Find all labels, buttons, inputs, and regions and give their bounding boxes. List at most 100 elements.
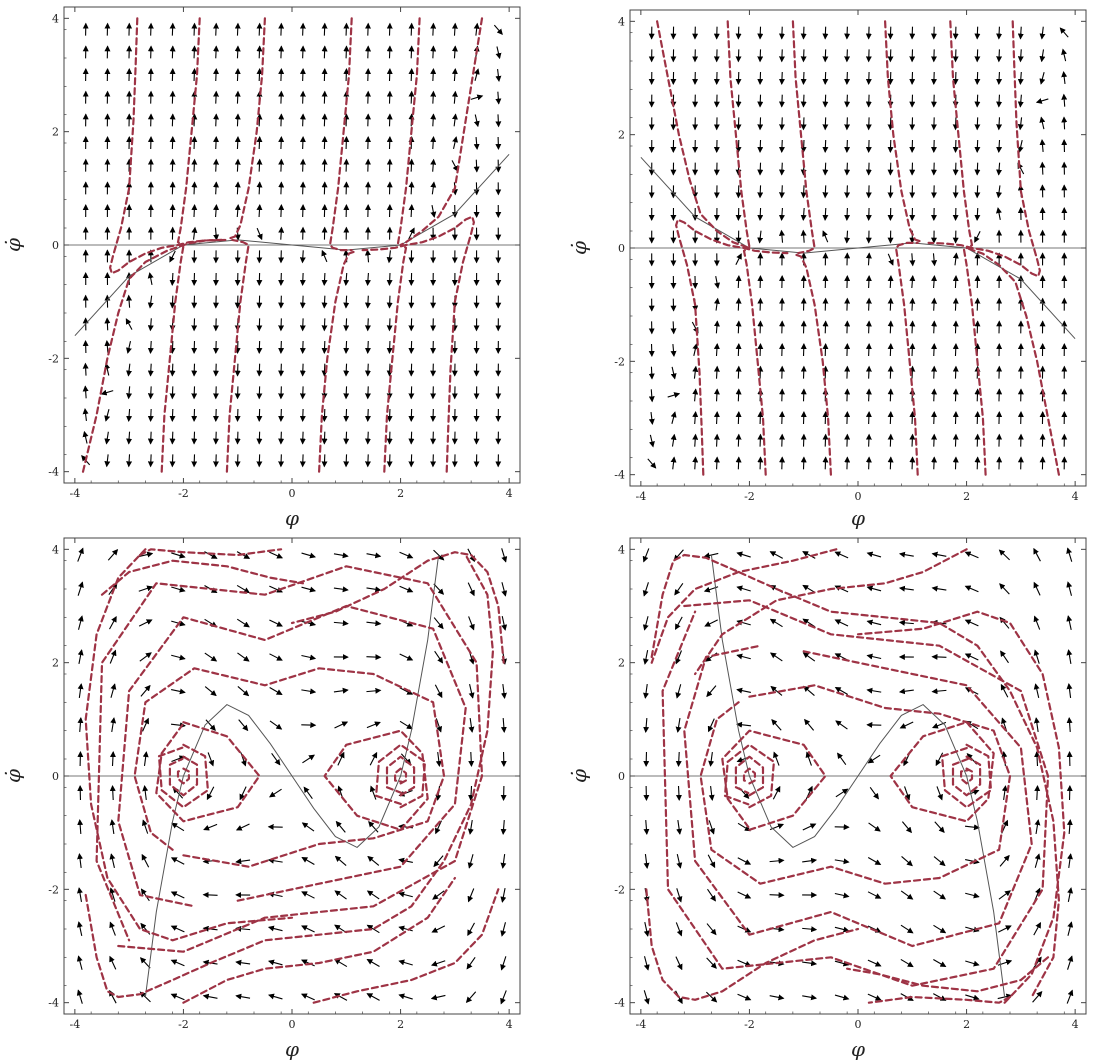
field-arrow xyxy=(737,857,752,865)
field-arrow xyxy=(473,22,480,36)
trajectory-line xyxy=(323,729,429,831)
field-arrow xyxy=(1017,117,1024,131)
trajectory-line xyxy=(661,599,1050,987)
field-arrow xyxy=(737,891,752,899)
field-arrow xyxy=(500,922,507,937)
field-arrow xyxy=(713,388,720,402)
field-arrow xyxy=(269,653,283,661)
field-arrow xyxy=(169,363,176,377)
field-arrow xyxy=(800,139,807,153)
field-arrow xyxy=(935,752,944,767)
field-arrow xyxy=(398,959,413,966)
field-arrow xyxy=(408,181,415,195)
field-arrow xyxy=(936,786,943,801)
trajectory-line xyxy=(941,743,993,809)
field-arrow xyxy=(866,687,882,694)
field-arrow xyxy=(301,925,315,933)
field-arrow xyxy=(366,620,382,627)
field-arrow xyxy=(974,231,981,243)
field-arrow xyxy=(191,181,198,195)
trajectory-line xyxy=(117,604,467,908)
field-arrow xyxy=(493,24,503,35)
field-arrow xyxy=(343,386,350,400)
field-arrow xyxy=(1033,581,1041,596)
field-arrow xyxy=(147,318,154,332)
field-arrow xyxy=(736,551,751,558)
x-tick-label: -2 xyxy=(744,490,755,503)
panel-top-right: -4 -2 0 2 4 -4 -2 0 2 4 φ φ̇ xyxy=(567,9,1087,530)
field-arrow xyxy=(867,959,882,967)
trajectory-line xyxy=(645,888,860,1001)
field-arrow xyxy=(670,433,677,447)
field-arrow xyxy=(822,139,829,153)
field-arrow xyxy=(998,890,1012,900)
field-arrow xyxy=(256,136,263,150)
trajectory-line xyxy=(138,548,283,557)
field-arrow xyxy=(408,204,415,218)
field-arrow xyxy=(999,583,1010,595)
field-arrow xyxy=(692,433,699,447)
field-arrow xyxy=(800,229,807,243)
field-arrow xyxy=(867,891,882,899)
field-arrow xyxy=(1033,717,1040,733)
field-arrow xyxy=(500,683,507,699)
field-arrow xyxy=(76,955,83,970)
field-arrow xyxy=(822,230,829,243)
field-arrow xyxy=(676,819,683,835)
field-arrow xyxy=(707,718,715,733)
x-tick-label: 2 xyxy=(963,490,970,503)
y-tick-label: -2 xyxy=(614,355,625,368)
field-arrow xyxy=(1017,94,1024,108)
field-arrow xyxy=(430,158,437,172)
vector-field xyxy=(647,26,1069,470)
field-arrow xyxy=(676,854,683,869)
trajectory-line xyxy=(650,553,1060,999)
field-arrow xyxy=(1034,819,1041,834)
field-arrow xyxy=(364,295,371,309)
field-arrow xyxy=(1032,990,1043,1003)
field-arrow xyxy=(1067,955,1074,970)
field-arrow xyxy=(642,582,649,597)
y-tick-label: -4 xyxy=(48,466,59,479)
field-arrow xyxy=(737,993,752,1001)
field-arrow xyxy=(998,549,1011,561)
field-arrow xyxy=(909,253,916,267)
field-arrow xyxy=(364,318,371,332)
field-arrow xyxy=(191,226,198,240)
field-arrow xyxy=(887,343,894,357)
field-arrow xyxy=(964,619,979,627)
field-arrow xyxy=(468,616,475,631)
field-arrow xyxy=(769,857,785,864)
trajectory-line xyxy=(960,767,974,785)
trajectory-line xyxy=(385,755,416,797)
field-arrow xyxy=(141,819,149,834)
field-arrow xyxy=(171,688,186,695)
field-arrow xyxy=(234,204,241,218)
trajectory-line xyxy=(699,684,1012,885)
field-arrow xyxy=(333,687,349,694)
field-arrow xyxy=(865,252,872,266)
field-arrow xyxy=(500,853,507,869)
field-arrow xyxy=(675,751,682,767)
field-arrow xyxy=(466,956,476,970)
field-arrow xyxy=(769,652,783,662)
field-arrow xyxy=(495,68,502,82)
field-arrow xyxy=(773,751,780,766)
field-arrow xyxy=(500,717,507,733)
field-arrow xyxy=(735,365,742,379)
x-tick-label: -2 xyxy=(744,1018,755,1031)
field-arrow xyxy=(642,548,650,563)
field-arrow xyxy=(708,751,715,767)
trajectory-line xyxy=(394,767,408,785)
field-arrow xyxy=(125,318,133,330)
field-arrow xyxy=(707,854,716,869)
field-arrow xyxy=(735,297,742,311)
field-arrow xyxy=(367,855,380,866)
field-arrow xyxy=(191,158,198,172)
field-arrow xyxy=(169,250,176,263)
field-arrow xyxy=(430,22,437,36)
field-arrow xyxy=(366,654,382,661)
field-arrow xyxy=(77,649,84,664)
field-arrow xyxy=(675,650,683,665)
